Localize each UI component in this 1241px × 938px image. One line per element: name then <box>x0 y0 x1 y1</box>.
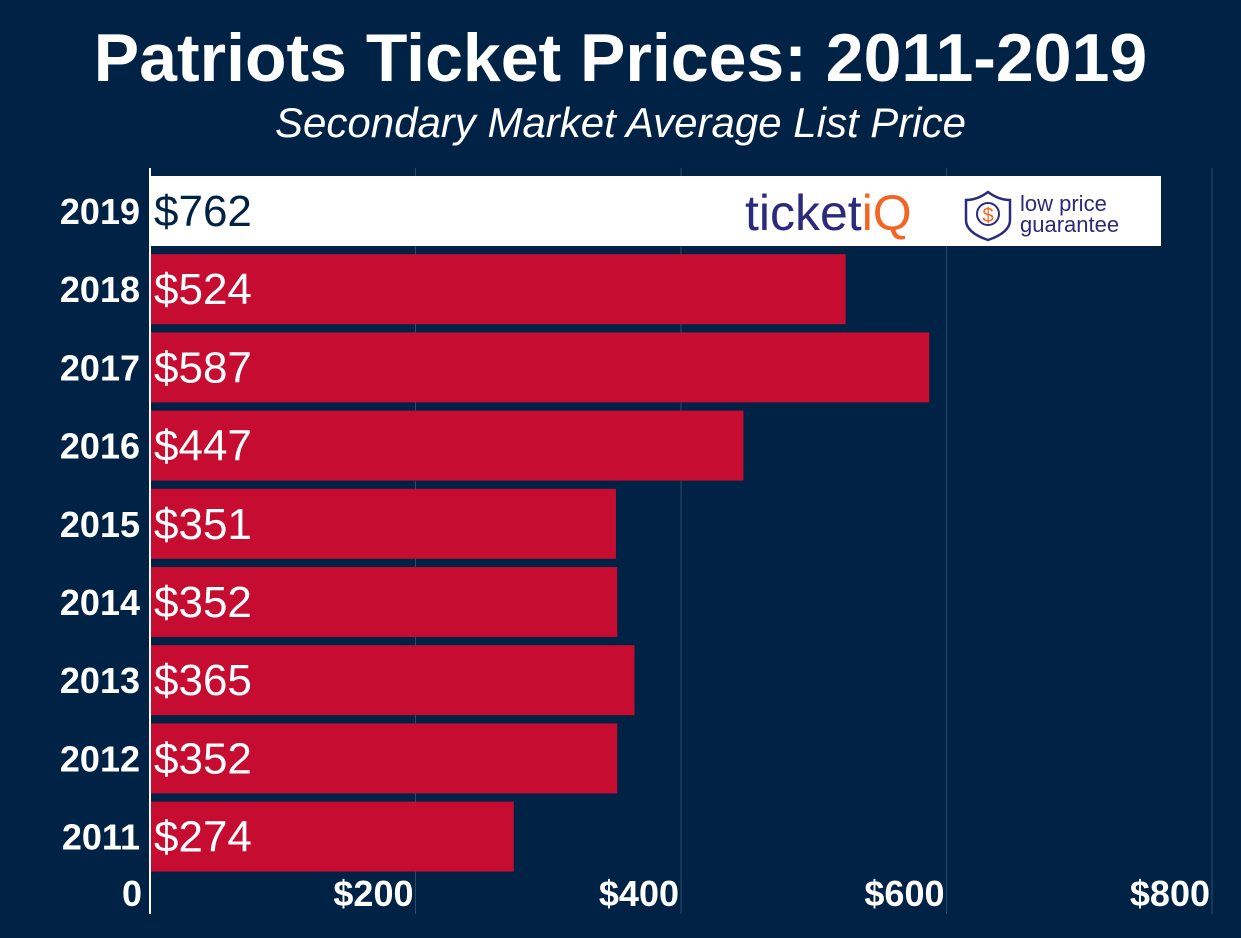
x-tick-label: $800 <box>1130 873 1210 914</box>
logo-tagline-line1: low price <box>1020 191 1107 216</box>
x-tick-labels: 0 $200 $400 $600 $800 <box>122 873 1210 914</box>
x-tick-label: 0 <box>122 873 142 914</box>
category-label: 2013 <box>60 660 140 701</box>
logo-tagline-line2: guarantee <box>1020 212 1119 237</box>
bar <box>150 176 1161 246</box>
category-label: 2015 <box>60 504 140 545</box>
bar <box>150 801 514 872</box>
value-label: $524 <box>154 265 252 314</box>
value-label: $447 <box>154 422 252 471</box>
bar <box>150 254 846 325</box>
category-label: 2012 <box>60 738 140 779</box>
logo-word-main: ticket <box>745 185 862 241</box>
x-tick-label: $200 <box>333 873 413 914</box>
value-label: $352 <box>154 734 252 783</box>
chart-subtitle: Secondary Market Average List Price <box>275 99 966 146</box>
bar <box>150 723 618 794</box>
category-label: 2014 <box>60 582 140 623</box>
value-label: $587 <box>154 343 252 392</box>
x-tick-label: $400 <box>599 873 679 914</box>
bar <box>150 488 616 559</box>
bars <box>150 176 1161 872</box>
category-label: 2016 <box>60 426 140 467</box>
category-label: 2019 <box>60 191 140 232</box>
value-label: $274 <box>154 813 252 862</box>
logo-word: ticketiQ <box>745 185 912 241</box>
category-label: 2018 <box>60 269 140 310</box>
x-tick-label: $600 <box>864 873 944 914</box>
value-label: $762 <box>154 187 252 236</box>
bar <box>150 410 744 481</box>
value-labels: $762 $524 $587 $447 $351 $352 $365 $352 $274 <box>154 187 252 862</box>
chart-title: Patriots Ticket Prices: 2011-2019 <box>93 20 1148 96</box>
value-label: $351 <box>154 500 252 549</box>
shield-dollar-icon: $ <box>964 190 1012 242</box>
value-label: $365 <box>154 656 252 705</box>
ticketiq-logo: ticketiQ $ low price guarantee <box>745 185 1119 242</box>
category-label: 2017 <box>60 347 140 388</box>
logo-word-accent: iQ <box>862 185 912 241</box>
bar <box>150 645 635 716</box>
bar <box>150 567 618 637</box>
category-labels: 2019 2018 2017 2016 2015 2014 2013 2012 2011 <box>60 191 140 858</box>
bar <box>150 332 930 403</box>
category-label: 2011 <box>62 817 140 858</box>
value-label: $352 <box>154 578 252 627</box>
badge-dollar-sign: $ <box>982 205 993 227</box>
